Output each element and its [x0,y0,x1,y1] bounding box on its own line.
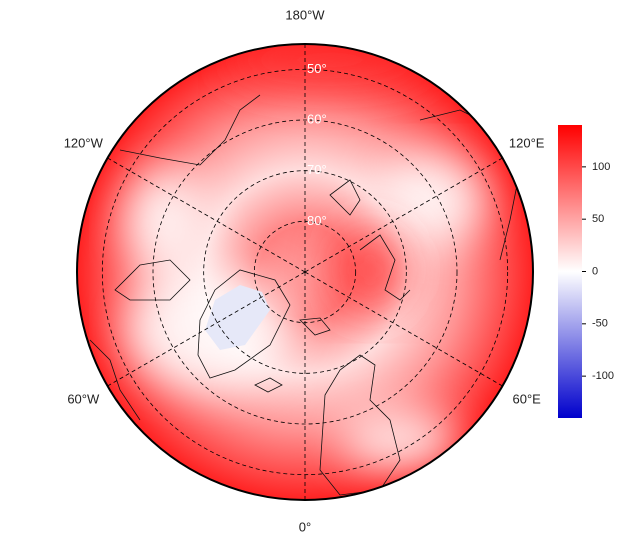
latitude-label: 60° [307,111,327,126]
meridian-line [107,271,306,387]
longitude-label: 120°E [509,135,545,150]
meridian-line [304,157,503,273]
latitude-label: 50° [307,61,327,76]
colorbar [558,125,582,418]
map-boundary [76,43,534,501]
longitude-label: 0° [299,519,311,534]
colorbar-tick-label: -100 [592,370,614,382]
latitude-line [152,119,458,425]
meridian-line [304,271,503,387]
longitude-label: 120°W [64,135,104,150]
longitude-label: 60°W [67,391,100,406]
colorbar-tick-label: 50 [592,213,604,225]
longitude-label: 180°W [285,7,325,22]
colorbar-tick-label: 100 [592,161,610,173]
labels: 50° 60° 70° 80° 180°W 120°W 60°W 0° 60°E 120°E [64,7,545,534]
colorbar-tick-label: -50 [592,318,608,330]
latitude-label: 70° [307,162,327,177]
longitude-label: 60°E [513,391,542,406]
colorbar-ticks: 100 50 0 -50 -100 [582,161,614,382]
latitude-label: 80° [307,213,327,228]
latitude-line [101,68,509,476]
colorbar-tick-label: 0 [592,265,598,277]
meridian-line [107,157,306,273]
graticule [101,44,509,500]
